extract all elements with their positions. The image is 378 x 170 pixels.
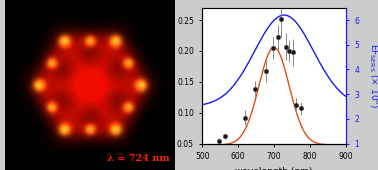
Y-axis label: EF$_\mathsf{SERS}$ ($\times$ 10$^6$): EF$_\mathsf{SERS}$ ($\times$ 10$^6$) [367, 43, 378, 108]
Text: λ = 724 nm: λ = 724 nm [107, 154, 170, 163]
X-axis label: wavelength (nm): wavelength (nm) [235, 167, 313, 170]
Y-axis label: Absorbance: Absorbance [162, 49, 171, 102]
